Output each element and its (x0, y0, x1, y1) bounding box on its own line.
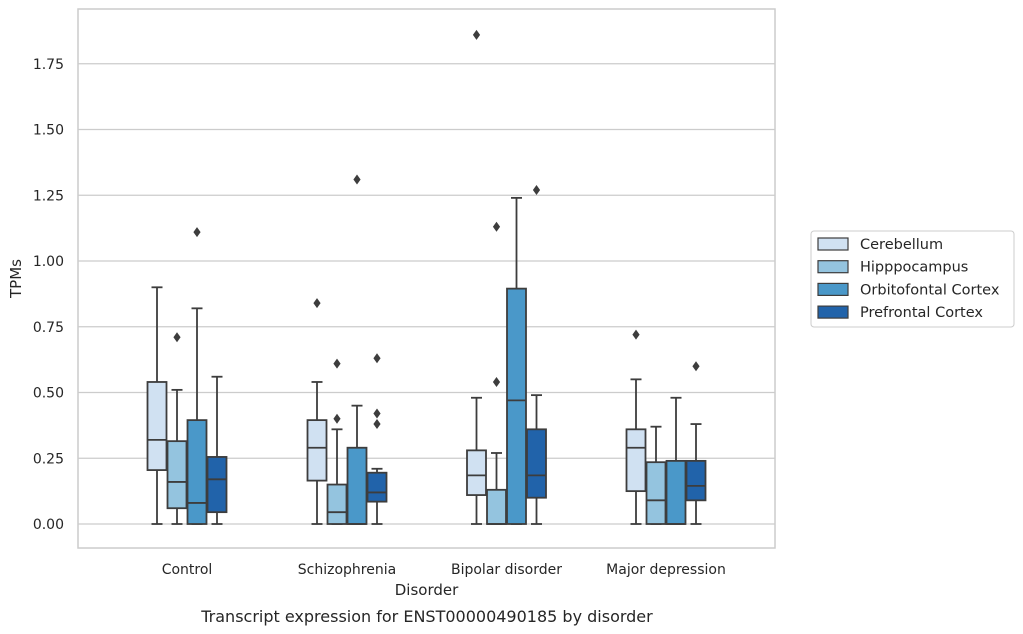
outlier-point (692, 361, 700, 372)
box-plot (665, 396, 687, 525)
legend-swatch (817, 305, 849, 319)
legend-entry: Hipppocampus (817, 260, 968, 276)
y-tick-label: 1.75 (33, 57, 64, 73)
y-tick-label: 1.25 (33, 188, 64, 204)
box (665, 459, 687, 525)
y-tick-label: 0.50 (33, 386, 64, 402)
x-tick-label: Bipolar disorder (451, 562, 562, 578)
x-tick-label: Major depression (606, 562, 726, 578)
outlier-point (193, 227, 201, 238)
box (366, 471, 388, 503)
box-plot (206, 375, 228, 525)
box (186, 419, 208, 525)
box (166, 440, 188, 510)
outlier-point (173, 332, 181, 343)
box-plot (625, 329, 647, 525)
box (506, 287, 527, 525)
x-tick-label: Control (162, 562, 213, 578)
box (486, 488, 507, 525)
box (466, 449, 487, 496)
box-plot (645, 425, 667, 525)
box-plot (506, 196, 527, 525)
box-plot (346, 174, 368, 525)
box-plot (306, 298, 328, 525)
legend-label: Hipppocampus (860, 260, 968, 276)
outlier-point (353, 174, 361, 185)
box (645, 461, 667, 525)
legend-entry: Orbitofontal Cortex (817, 282, 1000, 298)
outlier-point (532, 184, 541, 195)
box (625, 428, 647, 493)
legend-entry: Cerebellum (817, 237, 943, 253)
box-plot (526, 184, 547, 525)
legend: Cerebellum Hipppocampus Orbitofontal Corte… (810, 230, 1015, 328)
x-axis-label: Disorder (395, 581, 459, 599)
y-tick-label: 0.00 (33, 517, 64, 533)
legend-label: Prefrontal Cortex (860, 305, 983, 321)
box-plot-series (146, 29, 707, 525)
box (346, 446, 368, 525)
y-tick-label: 1.50 (33, 123, 64, 139)
outlier-point (472, 29, 481, 40)
outlier-point (333, 358, 341, 369)
legend-swatch (817, 282, 849, 296)
legend-frame (810, 230, 1015, 328)
box (526, 428, 547, 499)
legend-label: Orbitofontal Cortex (860, 282, 1000, 298)
box (685, 459, 707, 502)
y-tick-labels: 0.00 0.25 0.50 0.75 1.00 1.25 1.50 1.75 (33, 57, 64, 533)
chart-caption: Transcript expression for ENST0000049018… (200, 607, 653, 626)
outlier-point (632, 329, 640, 340)
outlier-point (492, 221, 501, 232)
plot-frame (77, 8, 776, 549)
x-tick-label: Schizophrenia (298, 562, 396, 578)
outlier-point (373, 353, 381, 364)
box-plot (326, 358, 348, 525)
legend-swatch (817, 260, 849, 274)
legend-label: Cerebellum (860, 237, 943, 253)
box-plot (166, 332, 188, 525)
legend-entry: Prefrontal Cortex (817, 305, 983, 321)
box (326, 483, 348, 525)
box (306, 419, 328, 482)
box-plot (366, 353, 388, 525)
outlier-point (373, 408, 381, 419)
box-plot (186, 227, 208, 525)
y-tick-label: 0.75 (33, 320, 64, 336)
y-axis-label: TPMs (7, 259, 25, 299)
outlier-point (373, 419, 381, 430)
x-tick-labels: Control Schizophrenia Bipolar disorder Majo… (162, 562, 726, 578)
box-plot (486, 221, 507, 525)
outlier-point (333, 413, 341, 424)
box-plot (146, 286, 168, 525)
legend-swatch (817, 237, 849, 251)
box (146, 381, 168, 471)
outlier-point (313, 298, 321, 309)
y-tick-label: 1.00 (33, 254, 64, 270)
box-plot (685, 361, 707, 525)
y-tick-label: 0.25 (33, 451, 64, 467)
box-plot (466, 29, 487, 525)
box (206, 456, 228, 514)
outlier-point (492, 376, 501, 387)
